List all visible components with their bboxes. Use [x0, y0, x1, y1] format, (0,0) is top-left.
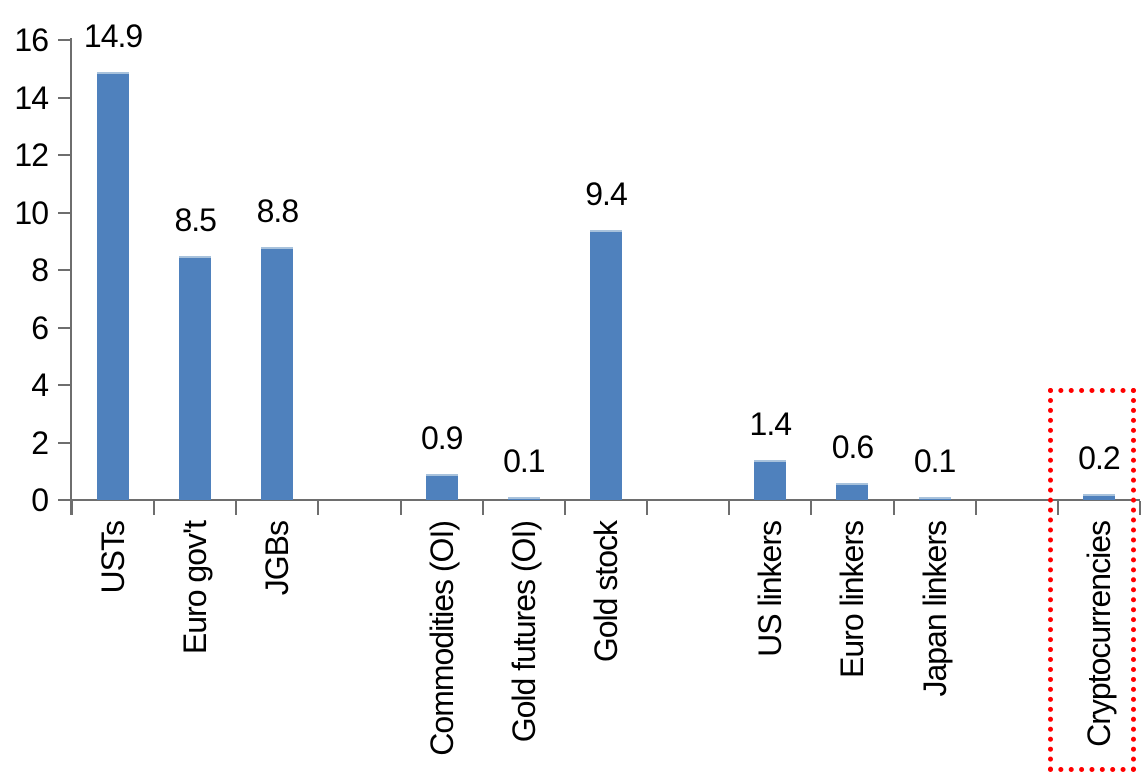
bar: [590, 229, 622, 500]
y-tick-label: 10: [14, 194, 49, 231]
y-tick-label: 8: [31, 252, 49, 288]
x-axis-tick: [728, 501, 731, 515]
x-axis-category-label: Euro gov't: [177, 521, 214, 655]
y-tick-label: 4: [31, 367, 49, 403]
x-axis-category-label: Gold futures (OI): [505, 521, 542, 743]
bar-value-label: 9.4: [585, 175, 627, 212]
bar: [918, 497, 951, 500]
bar-value-label: 1.4: [749, 405, 792, 442]
x-axis-category-label: Euro linkers: [834, 521, 871, 678]
y-axis-tick: [58, 499, 72, 501]
x-axis-tick: [481, 501, 484, 515]
x-axis-tick: [317, 501, 320, 515]
y-tick-label: 6: [31, 309, 49, 346]
bar: [754, 459, 787, 500]
x-axis-tick: [71, 501, 73, 515]
bar: [507, 497, 540, 500]
y-axis-line: [70, 38, 72, 515]
bar-value-label: 0.2: [1078, 440, 1120, 477]
bar: [97, 71, 130, 500]
x-axis-category-label: JGBs: [259, 521, 296, 596]
x-axis-category-label: Japan linkers: [916, 521, 953, 697]
x-axis-tick: [235, 501, 238, 515]
bar-value-label: 14.9: [83, 17, 143, 54]
y-axis-tick: [58, 39, 72, 41]
y-axis-tick: [58, 269, 72, 271]
x-axis-tick: [1056, 501, 1059, 515]
x-axis-tick: [646, 501, 649, 515]
x-axis-tick: [810, 501, 813, 515]
y-axis-tick: [58, 326, 72, 329]
bar: [261, 247, 294, 500]
bar: [179, 255, 212, 500]
y-axis-tick: [58, 441, 72, 444]
bar: [1082, 494, 1115, 500]
x-axis-line: [58, 499, 1140, 501]
x-axis-category-label: Commodities (OI): [423, 521, 460, 756]
x-axis-category-label: Gold stock: [588, 521, 624, 663]
x-axis-tick: [1139, 501, 1141, 515]
bar-value-label: 0.1: [503, 443, 545, 480]
x-axis-category-label: Cryptocurrencies: [1080, 521, 1117, 747]
x-axis-tick: [974, 501, 977, 515]
bar: [425, 474, 458, 500]
bar: [836, 482, 869, 500]
bar-value-label: 8.8: [256, 193, 299, 229]
y-tick-label: 0: [31, 482, 49, 518]
y-tick-label: 2: [31, 424, 49, 461]
x-axis-tick: [399, 501, 402, 515]
y-axis-tick: [58, 211, 72, 214]
y-tick-label: 12: [14, 137, 49, 173]
y-axis-tick: [58, 154, 72, 156]
x-axis-tick: [563, 501, 566, 515]
y-axis-tick: [58, 384, 72, 386]
x-axis-category-label: US linkers: [752, 521, 789, 657]
cryptocurrencies-highlight-box: [1047, 388, 1136, 772]
y-tick-label: 14: [14, 79, 49, 116]
bar-value-label: 0.1: [913, 443, 956, 480]
y-tick-label: 16: [14, 22, 49, 58]
bar-value-label: 8.5: [174, 201, 216, 238]
x-axis-category-label: USTs: [95, 521, 132, 594]
x-axis-tick: [153, 501, 156, 515]
bar-value-label: 0.6: [831, 428, 874, 465]
y-axis-tick: [58, 96, 72, 99]
x-axis-tick: [892, 501, 895, 515]
bar-value-label: 0.9: [420, 420, 463, 457]
